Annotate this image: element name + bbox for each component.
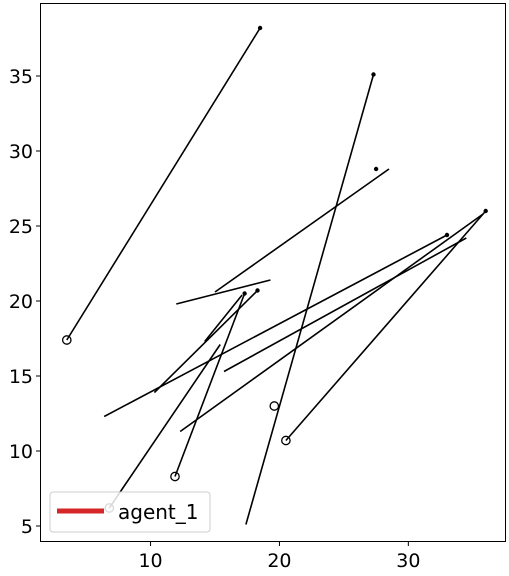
trajectory-segment <box>174 293 246 477</box>
legend: agent_1 <box>49 491 211 533</box>
trajectory-segment <box>214 168 390 293</box>
arrow-head <box>483 208 488 214</box>
y-tick-label: 5 <box>21 516 33 538</box>
arrow-head <box>444 232 450 238</box>
start-marker <box>170 471 180 482</box>
start-marker <box>61 335 72 345</box>
arrow-head <box>242 291 247 296</box>
y-tick-label: 15 <box>9 366 33 388</box>
arrow-head <box>373 166 379 172</box>
x-axis: 10 20 30 <box>138 541 420 572</box>
chart-marks <box>61 25 488 525</box>
x-tick-label: 10 <box>138 550 162 572</box>
y-tick-label: 20 <box>9 291 33 313</box>
trajectory-segment <box>176 279 271 305</box>
trajectory-segment <box>103 234 448 418</box>
trajectory-segment <box>179 213 484 433</box>
trajectory-segment <box>245 74 375 525</box>
start-marker <box>281 435 291 446</box>
arrow-head <box>371 72 376 77</box>
trajectory-segment <box>204 294 243 343</box>
trajectory-segment <box>223 237 467 373</box>
trajectory-segment <box>66 27 261 341</box>
legend-label-agent-1: agent_1 <box>118 500 199 524</box>
x-tick-label: 20 <box>267 550 291 572</box>
x-tick-label: 30 <box>396 550 420 572</box>
trajectory-segment <box>285 210 487 442</box>
y-tick-label: 10 <box>9 441 33 463</box>
y-tick-label: 30 <box>9 141 33 163</box>
y-axis: 5 10 15 20 25 30 35 <box>9 66 41 538</box>
start-marker <box>269 401 280 411</box>
plot-frame <box>40 3 506 542</box>
y-tick-label: 25 <box>9 216 33 238</box>
trajectory-segment <box>108 344 221 509</box>
trajectory-segment <box>153 289 259 394</box>
y-tick-label: 35 <box>9 66 33 88</box>
arrow-head <box>257 25 263 31</box>
legend-box <box>49 491 211 533</box>
arrow-head <box>255 288 260 293</box>
